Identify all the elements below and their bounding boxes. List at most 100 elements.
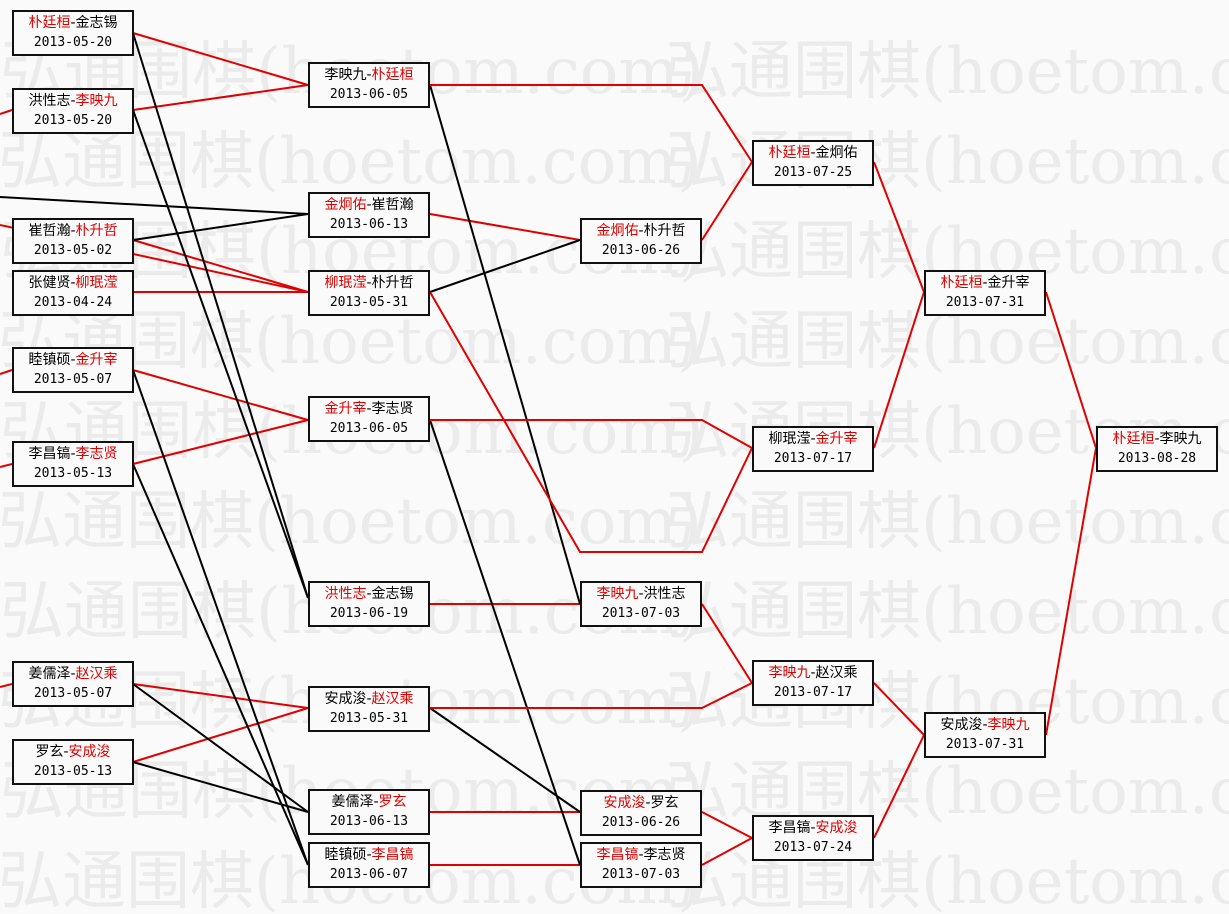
match-box[interactable]: 睦镇硕-李昌镐 2013-06-07 [308, 842, 430, 888]
winner-connector-line [1045, 447, 1097, 736]
match-box[interactable]: 李昌镐-安成浚 2013-07-24 [752, 815, 874, 861]
match-box[interactable]: 李映九-洪性志 2013-07-03 [580, 581, 702, 627]
match-box[interactable]: 朴廷桓-金志锡 2013-05-20 [12, 10, 134, 56]
match-box[interactable]: 崔哲瀚-朴升哲 2013-05-02 [12, 218, 134, 264]
separator: - [70, 15, 76, 31]
match-date: 2013-05-20 [33, 35, 113, 50]
match-players: 李昌镐-李志贤 [14, 445, 132, 464]
player-one: 李映九 [324, 67, 367, 83]
match-players: 李映九-赵汉乘 [754, 664, 872, 683]
match-players: 安成浚-罗玄 [582, 794, 700, 813]
match-box[interactable]: 柳珉滢-朴升哲 2013-05-31 [308, 270, 430, 316]
winner-connector-line [132, 32, 309, 86]
match-players: 安成浚-赵汉乘 [310, 690, 428, 709]
player-two: 安成浚 [815, 820, 858, 836]
match-box[interactable]: 安成浚-罗玄 2013-06-26 [580, 790, 702, 836]
loser-connector-line [132, 213, 309, 241]
winner-connector-line [430, 84, 753, 163]
player-two: 赵汉乘 [75, 666, 118, 682]
player-one: 安成浚 [324, 691, 367, 707]
player-two: 李志贤 [75, 446, 118, 462]
match-box[interactable]: 李昌镐-李志贤 2013-05-13 [12, 441, 134, 487]
winner-connector-line [701, 161, 753, 241]
player-two: 柳珉滢 [75, 275, 118, 291]
winner-connector-line [430, 419, 753, 449]
match-box[interactable]: 洪性志-李映九 2013-05-20 [12, 88, 134, 134]
player-one: 李映九 [768, 665, 811, 681]
player-one: 洪性志 [28, 93, 71, 109]
match-box[interactable]: 罗玄-安成浚 2013-05-13 [12, 739, 134, 785]
match-box[interactable]: 金炯佑-朴升哲 2013-06-26 [580, 218, 702, 264]
separator: - [70, 352, 76, 368]
player-one: 李映九 [596, 586, 639, 602]
separator: - [810, 665, 816, 681]
player-two: 金志锡 [75, 15, 118, 31]
match-date: 2013-07-31 [945, 295, 1025, 310]
separator: - [1154, 431, 1160, 447]
match-date: 2013-05-13 [33, 764, 113, 779]
player-two: 李映九 [1159, 431, 1202, 447]
winner-connector-line [701, 811, 753, 839]
match-date: 2013-05-20 [33, 113, 113, 128]
player-two: 金炯佑 [815, 145, 858, 161]
player-two: 朴升哲 [371, 275, 414, 291]
separator: - [645, 795, 651, 811]
loser-connector-line [132, 463, 309, 866]
match-box[interactable]: 朴廷桓-金升宰 2013-07-31 [924, 270, 1046, 316]
match-players: 姜儒泽-赵汉乘 [14, 665, 132, 684]
separator: - [70, 275, 76, 291]
watermark-text: 弘通围棋(hoetom.com) [665, 490, 1229, 554]
player-one: 安成浚 [940, 717, 983, 733]
match-box[interactable]: 金升宰-李志贤 2013-06-05 [308, 396, 430, 442]
match-date: 2013-07-03 [601, 867, 681, 882]
winner-connector-line [132, 369, 309, 421]
match-box[interactable]: 李昌镐-李志贤 2013-07-03 [580, 842, 702, 888]
match-date: 2013-07-24 [773, 840, 853, 855]
match-players: 张健贤-柳珉滢 [14, 274, 132, 293]
match-box[interactable]: 金炯佑-崔哲瀚 2013-06-13 [308, 192, 430, 238]
winner-connector-line [429, 291, 753, 553]
match-box[interactable]: 洪性志-金志锡 2013-06-19 [308, 581, 430, 627]
match-box[interactable]: 李映九-朴廷桓 2013-06-05 [308, 62, 430, 108]
match-box[interactable]: 张健贤-柳珉滢 2013-04-24 [12, 270, 134, 316]
match-players: 柳珉滢-朴升哲 [310, 274, 428, 293]
winner-connector-line [873, 161, 925, 293]
match-date: 2013-05-13 [33, 466, 113, 481]
player-one: 洪性志 [324, 586, 367, 602]
match-players: 朴廷桓-李映九 [1098, 430, 1216, 449]
player-one: 崔哲瀚 [28, 223, 71, 239]
loser-connector-line [429, 419, 581, 866]
match-box[interactable]: 安成浚-赵汉乘 2013-05-31 [308, 686, 430, 732]
match-box[interactable]: 睦镇硕-金升宰 2013-05-07 [12, 347, 134, 393]
separator: - [638, 223, 644, 239]
match-players: 李昌镐-李志贤 [582, 846, 700, 865]
watermark-text: 弘通围棋(hoetom.com) [0, 130, 702, 194]
match-box[interactable]: 姜儒泽-赵汉乘 2013-05-07 [12, 661, 134, 707]
match-box[interactable]: 姜儒泽-罗玄 2013-06-13 [308, 789, 430, 835]
match-players: 洪性志-金志锡 [310, 585, 428, 604]
separator: - [810, 820, 816, 836]
match-date: 2013-07-25 [773, 165, 853, 180]
match-box[interactable]: 李映九-赵汉乘 2013-07-17 [752, 660, 874, 706]
match-box[interactable]: 朴廷桓-金炯佑 2013-07-25 [752, 140, 874, 186]
player-one: 姜儒泽 [331, 794, 374, 810]
separator: - [366, 401, 372, 417]
match-date: 2013-06-07 [329, 867, 409, 882]
player-two: 赵汉乘 [371, 691, 414, 707]
match-players: 罗玄-安成浚 [14, 743, 132, 762]
match-box[interactable]: 朴廷桓-李映九 2013-08-28 [1096, 426, 1218, 472]
separator: - [810, 431, 816, 447]
player-two: 金升宰 [815, 431, 858, 447]
player-one: 张健贤 [28, 275, 71, 291]
winner-connector-line [132, 683, 309, 709]
match-box[interactable]: 柳珉滢-金升宰 2013-07-17 [752, 426, 874, 472]
loser-connector-line [132, 683, 309, 813]
match-date: 2013-06-19 [329, 606, 409, 621]
match-box[interactable]: 安成浚-李映九 2013-07-31 [924, 712, 1046, 758]
match-date: 2013-05-31 [329, 295, 409, 310]
player-two: 李昌镐 [371, 847, 414, 863]
match-date: 2013-08-28 [1117, 451, 1197, 466]
player-two: 朴廷桓 [371, 67, 414, 83]
player-two: 朴升哲 [643, 223, 686, 239]
match-date: 2013-07-17 [773, 451, 853, 466]
